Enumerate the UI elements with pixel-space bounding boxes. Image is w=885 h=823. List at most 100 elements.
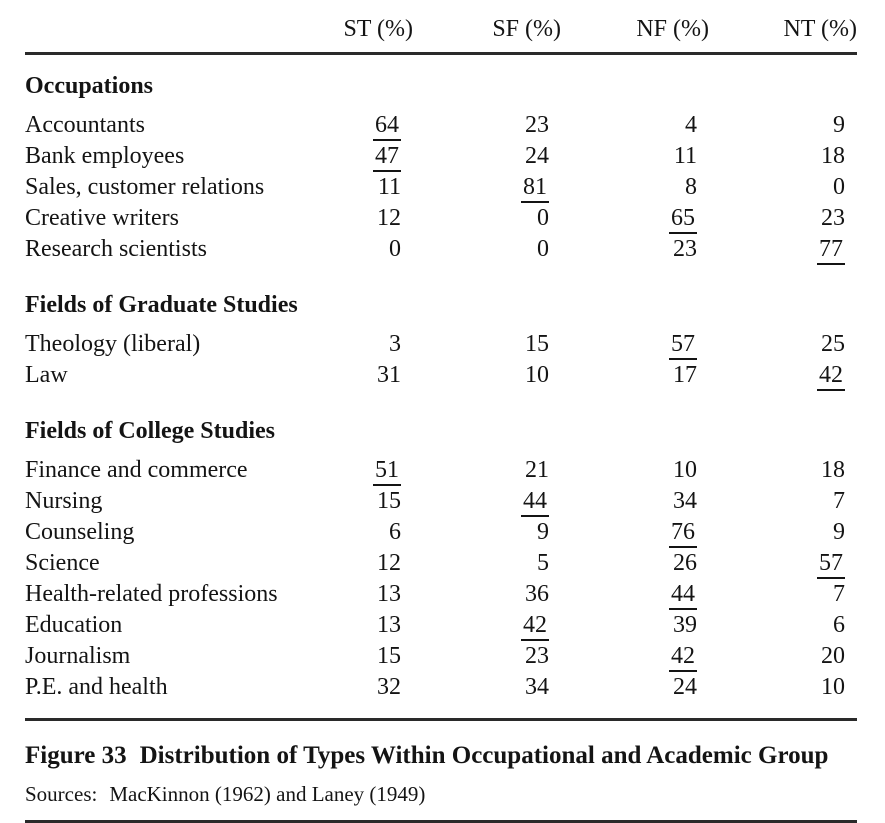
table-row: Journalism 15 23 42 20	[25, 641, 857, 672]
value-cell: 51	[265, 455, 413, 486]
value-cell: 24	[561, 672, 709, 703]
value: 9	[833, 519, 845, 545]
value-cell: 42	[561, 641, 709, 672]
table-section: Fields of Graduate Studies Theology (lib…	[25, 291, 857, 391]
value: 21	[525, 457, 549, 483]
value: 20	[821, 643, 845, 669]
value-cell: 25	[709, 329, 857, 360]
value-cell: 11	[561, 141, 709, 172]
column-header-nt: NT (%)	[783, 16, 857, 42]
value: 77	[817, 236, 845, 265]
value-cell: 57	[709, 548, 857, 579]
value: 26	[673, 550, 697, 576]
section-rows: Theology (liberal) 3 15 57 25 Law 31 10 …	[25, 329, 857, 391]
value-cell: 34	[413, 672, 561, 703]
value: 32	[377, 674, 401, 700]
value-cell: 10	[413, 360, 561, 391]
row-label: Sales, customer relations	[25, 174, 265, 200]
value-cell: 44	[413, 486, 561, 517]
value: 6	[833, 612, 845, 638]
row-label: Law	[25, 362, 68, 388]
value-cell: 9	[709, 517, 857, 548]
value-cell: 9	[709, 110, 857, 141]
value-cell: 0	[413, 203, 561, 234]
value: 7	[833, 581, 845, 607]
table-row: Theology (liberal) 3 15 57 25	[25, 329, 857, 360]
value-cell: 81	[413, 172, 561, 203]
value-cell: 4	[561, 110, 709, 141]
value-cell: 11	[265, 172, 413, 203]
value-cell: 57	[561, 329, 709, 360]
value: 65	[669, 205, 697, 234]
value: 3	[389, 331, 401, 357]
value-cell: 3	[265, 329, 413, 360]
value: 15	[525, 331, 549, 357]
value: 18	[821, 143, 845, 169]
value-cell: 0	[265, 234, 413, 265]
value: 18	[821, 457, 845, 483]
table-row: Creative writers 12 0 65 23	[25, 203, 857, 234]
value-cell: 76	[561, 517, 709, 548]
table-row: Law 31 10 17 42	[25, 360, 857, 391]
value-cell: 64	[265, 110, 413, 141]
top-rule	[25, 52, 857, 55]
value: 47	[373, 143, 401, 172]
value-cell: 7	[709, 579, 857, 610]
value: 13	[377, 581, 401, 607]
value-cell: 31	[265, 360, 413, 391]
value: 9	[833, 112, 845, 138]
value-cell: 47	[265, 141, 413, 172]
value-cell: 34	[561, 486, 709, 517]
table-body: Occupations Accountants 64 23 4 9 Bank e…	[25, 72, 857, 703]
value-cell: 15	[265, 486, 413, 517]
section-title: Fields of College Studies	[25, 418, 275, 444]
value-cell: 15	[413, 329, 561, 360]
value: 4	[685, 112, 697, 138]
value-cell: 12	[265, 203, 413, 234]
column-header-st: ST (%)	[343, 16, 413, 42]
value-cell: 10	[709, 672, 857, 703]
table-row: Nursing 15 44 34 7	[25, 486, 857, 517]
value-cell: 6	[265, 517, 413, 548]
value: 10	[525, 362, 549, 388]
value-cell: 44	[561, 579, 709, 610]
value-cell: 13	[265, 579, 413, 610]
value-cell: 24	[413, 141, 561, 172]
table-row: Research scientists 0 0 23 77	[25, 234, 857, 265]
table-row: Finance and commerce 51 21 10 18	[25, 455, 857, 486]
value-cell: 8	[561, 172, 709, 203]
row-label: Creative writers	[25, 205, 179, 231]
table-section: Fields of College Studies Finance and co…	[25, 417, 857, 703]
value: 51	[373, 457, 401, 486]
value: 36	[525, 581, 549, 607]
row-label: Bank employees	[25, 143, 185, 169]
value-cell: 6	[709, 610, 857, 641]
value-cell: 23	[413, 110, 561, 141]
column-header-sf: SF (%)	[492, 16, 561, 42]
table-row: Education 13 42 39 6	[25, 610, 857, 641]
value: 24	[673, 674, 697, 700]
value-cell: 0	[413, 234, 561, 265]
table-row: Sales, customer relations 11 81 8 0	[25, 172, 857, 203]
value: 0	[389, 236, 401, 262]
sources-line: Sources: MacKinnon (1962) and Laney (1949…	[25, 781, 857, 807]
row-label: Science	[25, 550, 100, 576]
value-cell: 77	[709, 234, 857, 265]
value-cell: 9	[413, 517, 561, 548]
value: 15	[377, 643, 401, 669]
value: 25	[821, 331, 845, 357]
value: 23	[525, 643, 549, 669]
value-cell: 39	[561, 610, 709, 641]
value-cell: 20	[709, 641, 857, 672]
section-rows: Finance and commerce 51 21 10 18 Nursing…	[25, 455, 857, 703]
figure-caption-label: Figure 33	[25, 741, 127, 769]
figure-caption: Figure 33 Distribution of Types Within Oc…	[25, 741, 857, 771]
value-cell: 10	[561, 455, 709, 486]
value-cell: 5	[413, 548, 561, 579]
table-row: Counseling 6 9 76 9	[25, 517, 857, 548]
row-label: Finance and commerce	[25, 457, 248, 483]
value-cell: 23	[709, 203, 857, 234]
value: 57	[817, 550, 845, 579]
table-section: Occupations Accountants 64 23 4 9 Bank e…	[25, 72, 857, 265]
